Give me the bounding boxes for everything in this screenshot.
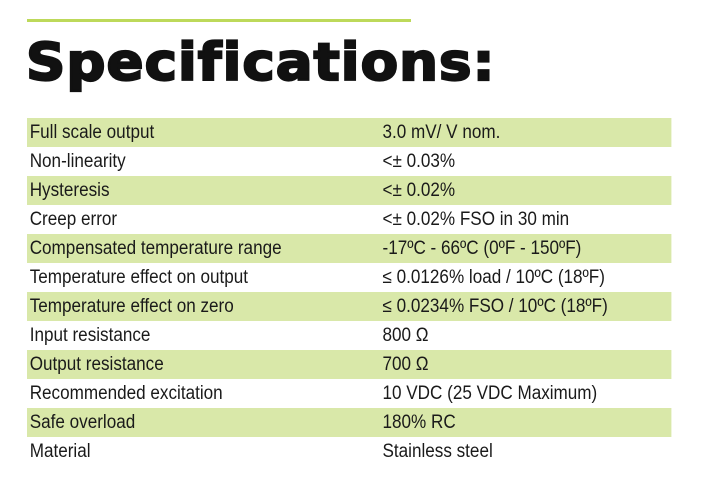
spec-value: ≤ 0.0126% load / 10ºC (18ºF): [382, 266, 605, 288]
page-title: Specifications:: [25, 32, 496, 94]
spec-value: 800 Ω: [382, 324, 429, 346]
spec-value: <± 0.02% FSO in 30 min: [382, 208, 570, 230]
spec-value: 3.0 mV/ V nom.: [382, 121, 501, 143]
spec-value: 700 Ω: [382, 353, 429, 375]
accent-rule: [27, 19, 411, 22]
spec-label: Temperature effect on zero: [29, 295, 234, 317]
spec-row: Safe overload 180% RC: [27, 408, 672, 437]
spec-label: Hysteresis: [29, 179, 110, 201]
spec-row: Recommended excitation 10 VDC (25 VDC Ma…: [27, 379, 671, 408]
spec-label: Non-linearity: [29, 150, 126, 172]
spec-value: 10 VDC (25 VDC Maximum): [382, 382, 598, 404]
spec-value: Stainless steel: [382, 440, 493, 462]
spec-row: Full scale output 3.0 mV/ V nom.: [27, 118, 672, 147]
spec-label: Input resistance: [29, 324, 151, 346]
spec-row: Non-linearity <± 0.03%: [27, 147, 671, 176]
spec-value: ≤ 0.0234% FSO / 10ºC (18ºF): [382, 295, 608, 317]
spec-row: Temperature effect on zero ≤ 0.0234% FSO…: [27, 292, 672, 321]
spec-row: Compensated temperature range -17ºC - 66…: [27, 234, 672, 263]
spec-row: Temperature effect on output ≤ 0.0126% l…: [27, 263, 671, 292]
spec-row: Hysteresis <± 0.02%: [27, 176, 672, 205]
spec-label: Material: [29, 440, 91, 462]
spec-label: Creep error: [29, 208, 118, 230]
spec-label: Temperature effect on output: [29, 266, 249, 288]
spec-label: Full scale output: [29, 121, 155, 143]
spec-value: -17ºC - 66ºC (0ºF - 150ºF): [382, 237, 582, 259]
spec-value: <± 0.02%: [382, 179, 456, 201]
spec-label: Compensated temperature range: [29, 237, 282, 259]
spec-label: Recommended excitation: [29, 382, 223, 404]
spec-row: Output resistance 700 Ω: [27, 350, 672, 379]
spec-row: Input resistance 800 Ω: [27, 321, 671, 350]
spec-label: Output resistance: [29, 353, 164, 375]
spec-value: 180% RC: [382, 411, 456, 433]
spec-row: Creep error <± 0.02% FSO in 30 min: [27, 205, 671, 234]
spec-label: Safe overload: [29, 411, 136, 433]
spec-table: Full scale output 3.0 mV/ V nom. Non-lin…: [27, 118, 672, 466]
spec-value: <± 0.03%: [382, 150, 456, 172]
spec-row: Material Stainless steel: [27, 437, 671, 466]
